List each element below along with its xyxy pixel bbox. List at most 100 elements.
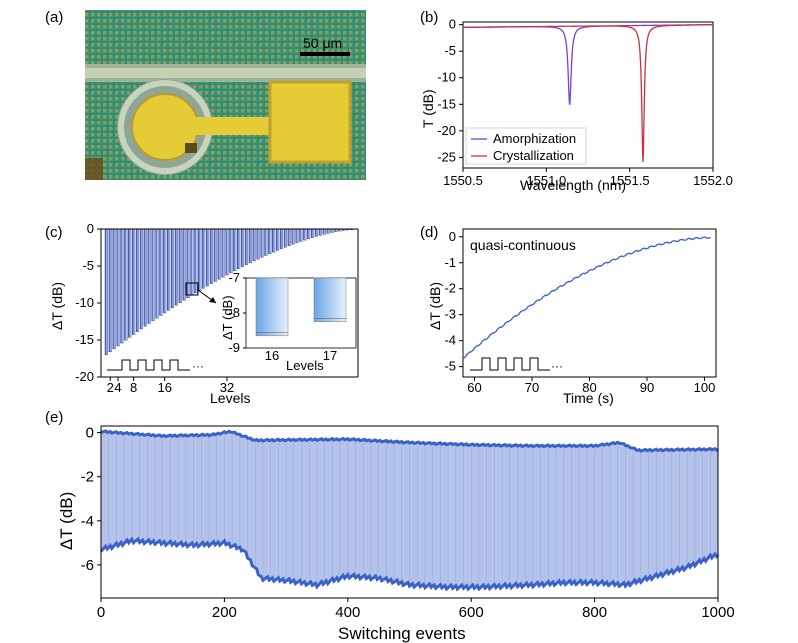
chart-d-ylabel: ΔT (dB) <box>427 282 443 330</box>
chart-d-ytick-label: -5 <box>444 359 456 374</box>
chart-c-xtick-label: 2 <box>107 380 114 395</box>
chart-c-bar <box>167 228 171 311</box>
scale-bar <box>300 52 350 56</box>
series-amorphization <box>463 24 713 105</box>
chart-c-bar <box>104 228 108 356</box>
chart-c-bar <box>272 228 276 253</box>
chart-c-xtick-label: 4 <box>114 380 121 395</box>
chart-d-pulse-ellipsis: ··· <box>551 359 563 373</box>
chart-c-bar <box>190 228 194 296</box>
chart-b-ytick-label: 0 <box>449 17 456 32</box>
chart-e-xtick-label: 600 <box>459 604 484 621</box>
chart-c-bar <box>120 228 124 344</box>
chart-e-xtick-label: 1000 <box>701 604 734 621</box>
chart-c-bar <box>209 228 213 284</box>
chart-c-xlabel: Levels <box>210 390 250 406</box>
panel-label-b: (b) <box>420 9 438 26</box>
panel-label-e: (e) <box>45 409 63 426</box>
chart-e: 0 -2 -4 -6 0 200 400 600 800 1000 Switching even… <box>57 425 735 643</box>
chart-c-bar <box>159 228 163 316</box>
inset-xtick-label: 16 <box>265 348 279 363</box>
panel-label-a: (a) <box>45 9 63 26</box>
chart-c-bar <box>147 228 151 324</box>
chart-c-bar <box>279 228 283 250</box>
chart-c-bar <box>182 228 186 301</box>
chart-c-ytick-label: -5 <box>82 258 94 273</box>
chart-d-ytick-label: -3 <box>444 307 456 322</box>
chart-b-ytick-label: -10 <box>437 70 456 85</box>
chart-c-bar <box>143 228 147 327</box>
chart-c-bar <box>151 228 155 322</box>
inset-bar <box>313 277 347 323</box>
chart-c-bar <box>260 228 264 258</box>
chart-e-xtick-label: 0 <box>97 604 105 621</box>
chart-d-xtick-label: 80 <box>582 380 596 395</box>
chart-c-bar <box>132 228 136 335</box>
chart-c-bar <box>283 228 287 248</box>
chart-b-ylabel: T (dB) <box>420 89 436 128</box>
chart-c-bar <box>311 228 315 238</box>
chart-c-bar <box>307 228 311 240</box>
chart-e-ytick-label: -4 <box>81 513 94 530</box>
chart-b-ytick-label: -20 <box>437 123 456 138</box>
chart-c-bar <box>330 228 334 233</box>
chart-b-legend: Amorphization Crystallization <box>465 127 587 165</box>
chart-c-ytick-label: 0 <box>87 221 94 236</box>
inset-xlabel: Levels <box>286 358 324 373</box>
chart-c-bar <box>291 228 295 245</box>
chart-e-upper-trace <box>100 429 719 453</box>
chart-c-bar <box>174 228 178 306</box>
chart-c-bar <box>116 228 120 347</box>
chart-c-bar <box>229 228 233 274</box>
contact-pad <box>268 80 352 164</box>
chart-c-bar <box>287 228 291 246</box>
chart-c-bar <box>264 228 268 256</box>
chart-c-bar <box>275 228 280 251</box>
chart-b: 0 -5 -10 -15 -20 -25 1550.5 1551.0 1551.5 1552.0… <box>420 17 733 193</box>
chart-b-ytick-label: -25 <box>437 149 456 164</box>
chart-d: 0 -1 -2 -3 -4 -5 60 70 80 90 100 quasi-continuous… <box>427 228 717 406</box>
pulse-ellipsis: ··· <box>192 359 204 373</box>
chart-d-ytick-label: -1 <box>444 255 456 270</box>
chart-c-bar <box>202 228 206 289</box>
chart-c-bar <box>217 228 221 280</box>
chart-c-bar <box>178 228 182 303</box>
chart-e-xlabel: Switching events <box>338 624 466 643</box>
chart-c-xtick-label: 16 <box>157 380 171 395</box>
chart-c-bar <box>198 228 202 291</box>
chart-b-xtick-label: 1550.5 <box>443 173 483 188</box>
chart-c-bar <box>128 228 132 338</box>
chart-c-xtick-label: 8 <box>130 380 137 395</box>
chart-c-bar <box>221 228 225 278</box>
chart-c-bar <box>322 228 326 235</box>
chart-e-ytick-label: 0 <box>86 425 94 442</box>
chart-c-bar <box>318 228 322 236</box>
chart-c-bar <box>155 228 159 319</box>
chart-e-ytick-label: -6 <box>81 557 94 574</box>
micrograph: 50 μm <box>85 10 366 180</box>
inset-bar <box>255 277 289 337</box>
chart-c-ytick-label: -15 <box>75 332 94 347</box>
scale-bar-label: 50 μm <box>303 35 342 51</box>
chart-d-xtick-label: 70 <box>525 380 539 395</box>
legend-amorphization: Amorphization <box>493 131 576 146</box>
panel-label-c: (c) <box>45 224 63 241</box>
chart-c-bar <box>248 228 252 264</box>
chart-c-inset: -7 -8 -9 16 17 Levels ΔT (dB) <box>220 270 357 373</box>
chart-c-bar <box>135 228 140 332</box>
chart-e-lower-trace <box>99 536 720 592</box>
chart-c-bar <box>205 228 210 287</box>
chart-b-xtick-label: 1551.0 <box>526 173 566 188</box>
chart-c-bar <box>326 228 330 234</box>
chart-c-bar <box>170 228 175 308</box>
chart-d-xtick-label: 100 <box>694 380 716 395</box>
chart-b-xtick-label: 1552.0 <box>693 173 733 188</box>
chart-c-bar <box>163 228 167 314</box>
legend-crystallization: Crystallization <box>493 148 574 163</box>
chart-d-trace <box>462 236 711 360</box>
chart-c-bar <box>139 228 143 330</box>
chart-c-bar <box>314 228 319 237</box>
heater-lead <box>196 117 276 135</box>
chart-d-ytick-label: -2 <box>444 281 456 296</box>
